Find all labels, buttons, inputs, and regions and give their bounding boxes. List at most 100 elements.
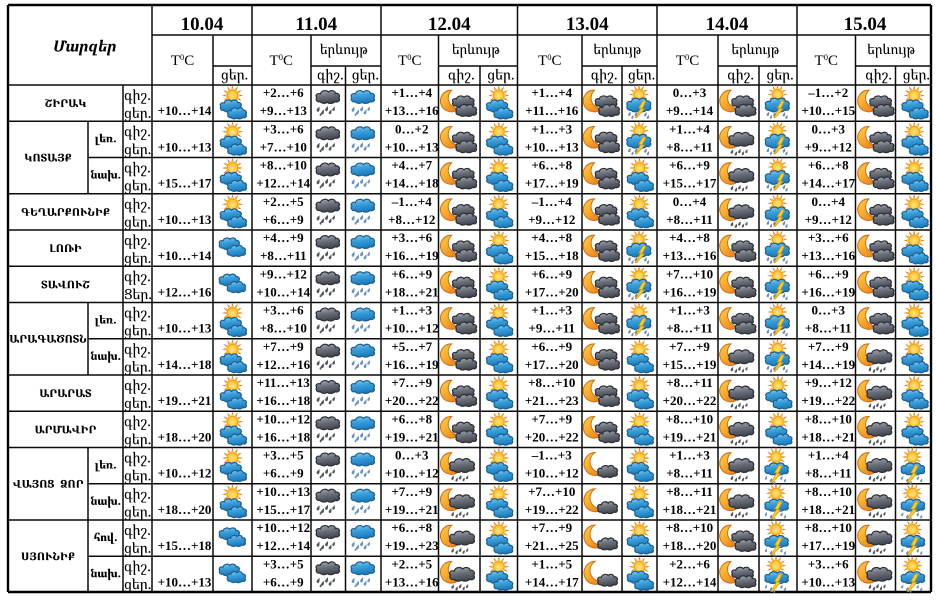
svg-text:+8…+10: +8…+10: [260, 321, 307, 336]
svg-text:0…+3: 0…+3: [673, 85, 707, 100]
svg-text:+1…+4: +1…+4: [808, 448, 849, 463]
svg-text:+17…+19: +17…+19: [801, 538, 855, 553]
svg-text:+12…+14: +12…+14: [256, 176, 310, 191]
svg-text:+8…+11: +8…+11: [805, 466, 852, 481]
svg-text:+8…+12: +8…+12: [388, 212, 435, 227]
svg-text:+15…+18: +15…+18: [525, 248, 579, 263]
svg-text:+16…+19: +16…+19: [801, 284, 855, 299]
svg-text:+7…+9: +7…+9: [391, 375, 432, 390]
svg-text:+6…+9: +6…+9: [263, 575, 304, 590]
svg-text:+1…+3: +1…+3: [531, 121, 572, 136]
svg-text:+21…+23: +21…+23: [525, 393, 579, 408]
svg-text:+15…+17: +15…+17: [256, 502, 310, 517]
svg-text:11.04: 11.04: [295, 14, 337, 35]
svg-text:T0C: T0C: [398, 52, 421, 69]
svg-text:+16…+18: +16…+18: [256, 393, 310, 408]
svg-text:+2…+5: +2…+5: [391, 557, 432, 572]
svg-text:+8…+10: +8…+10: [805, 411, 852, 426]
svg-text:T0C: T0C: [270, 52, 293, 69]
svg-text:T0C: T0C: [538, 52, 561, 69]
svg-text:+16…+19: +16…+19: [385, 248, 439, 263]
svg-text:+9…+12: +9…+12: [260, 266, 307, 281]
svg-text:+14…+18: +14…+18: [158, 357, 212, 372]
svg-text:+7…+9: +7…+9: [391, 484, 432, 499]
svg-text:14.04: 14.04: [706, 14, 749, 35]
svg-text:+9…+12: +9…+12: [805, 212, 852, 227]
svg-text:+18…+21: +18…+21: [385, 284, 439, 299]
svg-text:+9…+14: +9…+14: [666, 103, 714, 118]
svg-text:+6…+9: +6…+9: [531, 339, 572, 354]
svg-text:+15…+17: +15…+17: [158, 176, 212, 191]
svg-text:+1…+3: +1…+3: [531, 303, 572, 318]
svg-text:+17…+20: +17…+20: [525, 357, 579, 372]
svg-text:+10…+13: +10…+13: [385, 139, 439, 154]
svg-text:+8…+11: +8…+11: [666, 484, 713, 499]
svg-text:+10…+12: +10…+12: [256, 520, 310, 535]
svg-text:+16…+19: +16…+19: [385, 357, 439, 372]
svg-text:+16…+19: +16…+19: [663, 284, 717, 299]
svg-text:+2…+5: +2…+5: [263, 194, 304, 209]
svg-text:0…+3: 0…+3: [395, 448, 429, 463]
svg-text:+4…+8: +4…+8: [669, 230, 710, 245]
svg-text:0…+2: 0…+2: [395, 121, 428, 136]
svg-text:+20…+22: +20…+22: [525, 429, 579, 444]
svg-text:+12…+16: +12…+16: [158, 284, 212, 299]
svg-text:+20…+22: +20…+22: [663, 393, 717, 408]
svg-text:+12…+14: +12…+14: [256, 538, 310, 553]
svg-text:+10…+13: +10…+13: [158, 212, 212, 227]
svg-text:+8…+11: +8…+11: [666, 139, 713, 154]
svg-text:–1…+4: –1…+4: [531, 194, 572, 209]
svg-text:+6…+9: +6…+9: [263, 466, 304, 481]
svg-text:+13…+16: +13…+16: [385, 103, 439, 118]
svg-text:+1…+4: +1…+4: [669, 121, 710, 136]
svg-text:+12…+14: +12…+14: [663, 575, 717, 590]
svg-text:+18…+20: +18…+20: [158, 429, 212, 444]
svg-text:+3…+6: +3…+6: [808, 230, 849, 245]
svg-text:+1…+3: +1…+3: [669, 448, 710, 463]
svg-text:+14…+19: +14…+19: [801, 357, 855, 372]
svg-text:+7…+10: +7…+10: [528, 484, 575, 499]
svg-text:+19…+21: +19…+21: [158, 393, 212, 408]
svg-text:+8…+10: +8…+10: [666, 411, 713, 426]
svg-text:+19…+21: +19…+21: [385, 502, 439, 517]
svg-text:+6…+8: +6…+8: [808, 158, 849, 173]
svg-text:+10…+12: +10…+12: [158, 466, 212, 481]
svg-text:+4…+8: +4…+8: [531, 230, 572, 245]
svg-text:10.04: 10.04: [181, 14, 224, 35]
svg-text:+13…+16: +13…+16: [385, 575, 439, 590]
svg-text:+11…+13: +11…+13: [257, 375, 311, 390]
svg-text:+10…+12: +10…+12: [256, 411, 310, 426]
svg-text:+10…+13: +10…+13: [525, 139, 579, 154]
svg-text:+9…+12: +9…+12: [805, 139, 852, 154]
svg-text:+3…+6: +3…+6: [391, 230, 432, 245]
svg-text:0…+4: 0…+4: [673, 194, 707, 209]
svg-text:+11…+16: +11…+16: [525, 103, 579, 118]
svg-text:+15…+17: +15…+17: [663, 176, 717, 191]
svg-text:+6…+8: +6…+8: [391, 520, 432, 535]
svg-text:+1…+4: +1…+4: [531, 85, 572, 100]
svg-text:T0C: T0C: [171, 52, 194, 69]
svg-text:+1…+3: +1…+3: [669, 303, 710, 318]
svg-text:+1…+5: +1…+5: [531, 557, 572, 572]
svg-text:+19…+21: +19…+21: [663, 429, 717, 444]
svg-text:+13…+16: +13…+16: [801, 248, 855, 263]
svg-text:+10…+12: +10…+12: [525, 466, 579, 481]
svg-text:+21…+25: +21…+25: [525, 538, 579, 553]
svg-text:T0C: T0C: [676, 52, 699, 69]
svg-text:+2…+6: +2…+6: [263, 85, 304, 100]
svg-text:+15…+18: +15…+18: [158, 538, 212, 553]
svg-text:+14…+18: +14…+18: [385, 176, 439, 191]
svg-text:+18…+20: +18…+20: [663, 538, 717, 553]
svg-text:+19…+22: +19…+22: [801, 393, 855, 408]
svg-text:+6…+8: +6…+8: [531, 158, 572, 173]
svg-text:+18…+21: +18…+21: [801, 429, 855, 444]
svg-text:12.04: 12.04: [428, 14, 471, 35]
svg-text:+10…+14: +10…+14: [256, 284, 310, 299]
svg-text:+6…+9: +6…+9: [808, 266, 849, 281]
svg-text:+4…+9: +4…+9: [263, 230, 304, 245]
svg-text:+3…+5: +3…+5: [263, 448, 304, 463]
svg-text:+1…+4: +1…+4: [391, 85, 432, 100]
svg-text:+10…+13: +10…+13: [158, 575, 212, 590]
svg-text:+18…+21: +18…+21: [801, 502, 855, 517]
svg-text:+8…+10: +8…+10: [805, 520, 852, 535]
